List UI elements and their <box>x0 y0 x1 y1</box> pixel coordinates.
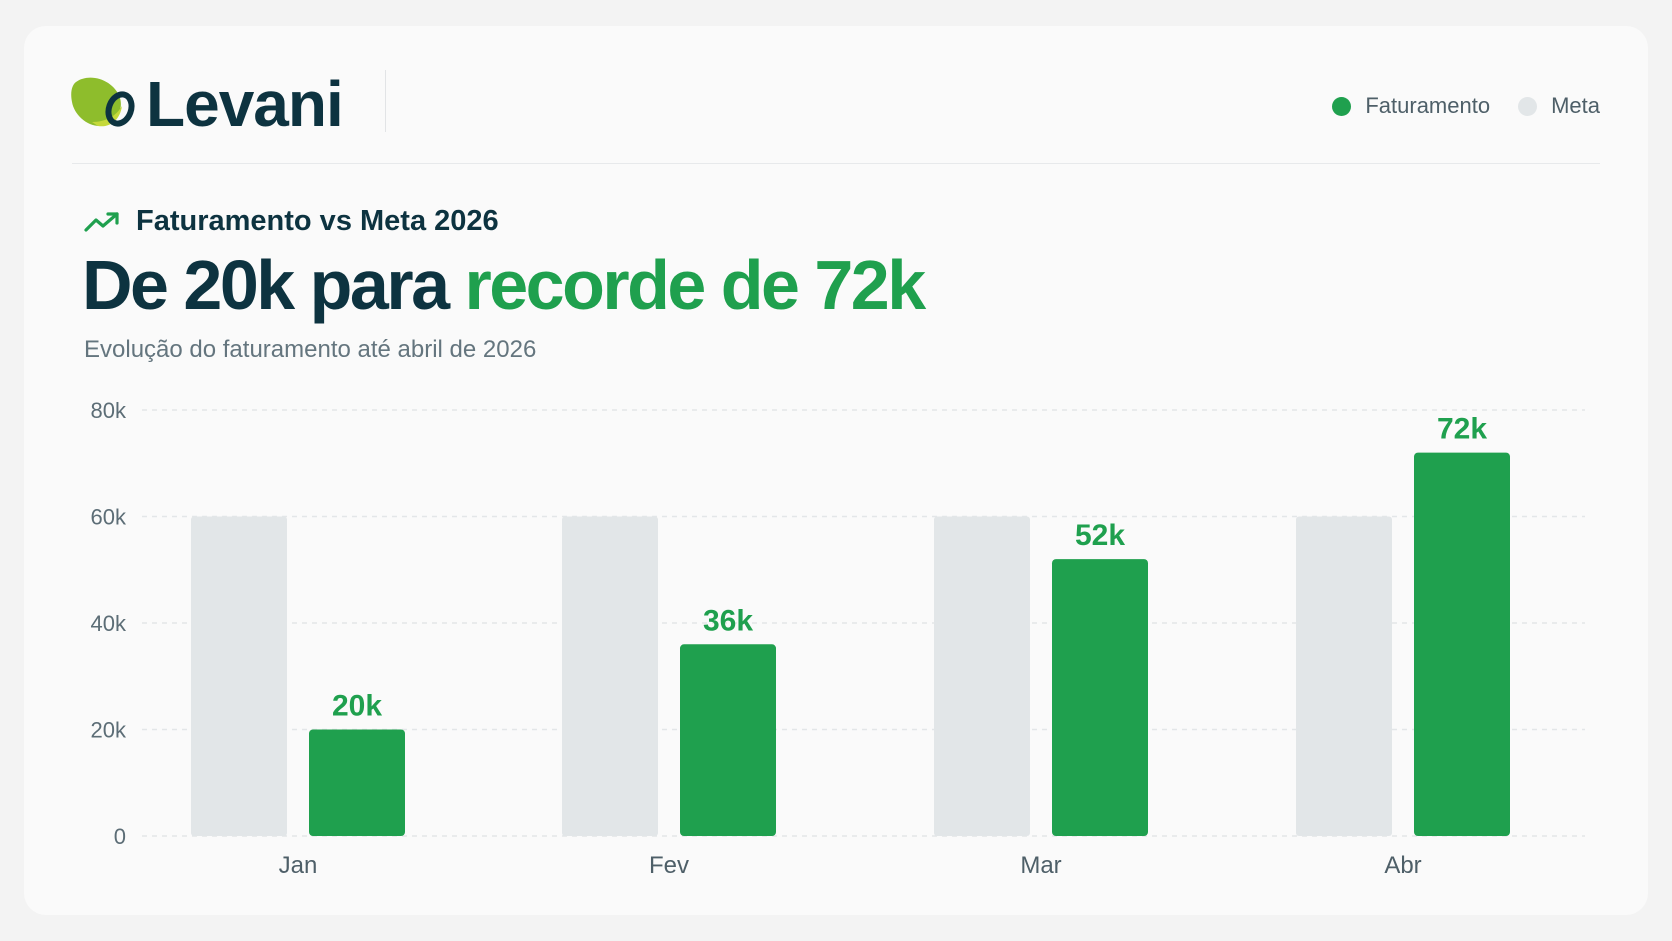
bar-faturamento <box>309 729 405 836</box>
bar-meta <box>1296 516 1392 836</box>
x-tick-label: Mar <box>1020 852 1061 879</box>
levani-logo-icon <box>71 77 135 127</box>
chart-kicker: Faturamento vs Meta 2026 <box>84 205 499 238</box>
bar-meta <box>562 516 658 836</box>
data-label: 72k <box>1437 413 1487 446</box>
x-tick-label: Jan <box>279 852 318 879</box>
data-label: 36k <box>703 604 753 637</box>
bar-meta <box>191 516 287 836</box>
header-divider <box>72 163 1600 164</box>
x-tick-label: Abr <box>1384 852 1421 879</box>
y-tick-label: 60k <box>91 505 127 530</box>
bar-faturamento <box>1414 452 1510 836</box>
headline-highlight: recorde de 72k <box>464 246 926 324</box>
legend-label-meta: Meta <box>1551 93 1600 118</box>
y-tick-label: 20k <box>91 718 127 743</box>
bar-faturamento <box>1052 559 1148 836</box>
brand-logo: Levani <box>70 68 344 140</box>
headline-plain: De 20k para <box>82 246 465 324</box>
legend-item-faturamento: Faturamento <box>1332 93 1490 119</box>
x-tick-label: Fev <box>649 852 689 879</box>
bar-meta <box>934 516 1030 836</box>
y-tick-label: 0 <box>114 824 126 849</box>
chart-subtitle: Evolução do faturamento até abril de 202… <box>84 336 537 363</box>
legend-dot-meta <box>1518 96 1538 116</box>
y-tick-label: 80k <box>91 398 127 423</box>
legend-label-faturamento: Faturamento <box>1365 93 1491 118</box>
legend-item-meta: Meta <box>1518 93 1600 119</box>
data-label: 20k <box>332 690 382 723</box>
trending-up-icon <box>84 211 119 232</box>
header-divider-vertical <box>385 70 386 132</box>
y-tick-label: 40k <box>91 611 127 636</box>
brand-name: Levani <box>146 68 344 140</box>
chart-legend: Faturamento Meta <box>1304 93 1600 119</box>
legend-dot-faturamento <box>1332 96 1352 116</box>
chart-kicker-text: Faturamento vs Meta 2026 <box>136 205 499 237</box>
bar-faturamento <box>680 644 776 836</box>
data-label: 52k <box>1075 519 1125 552</box>
chart-headline: De 20k para recorde de 72k <box>82 250 926 320</box>
